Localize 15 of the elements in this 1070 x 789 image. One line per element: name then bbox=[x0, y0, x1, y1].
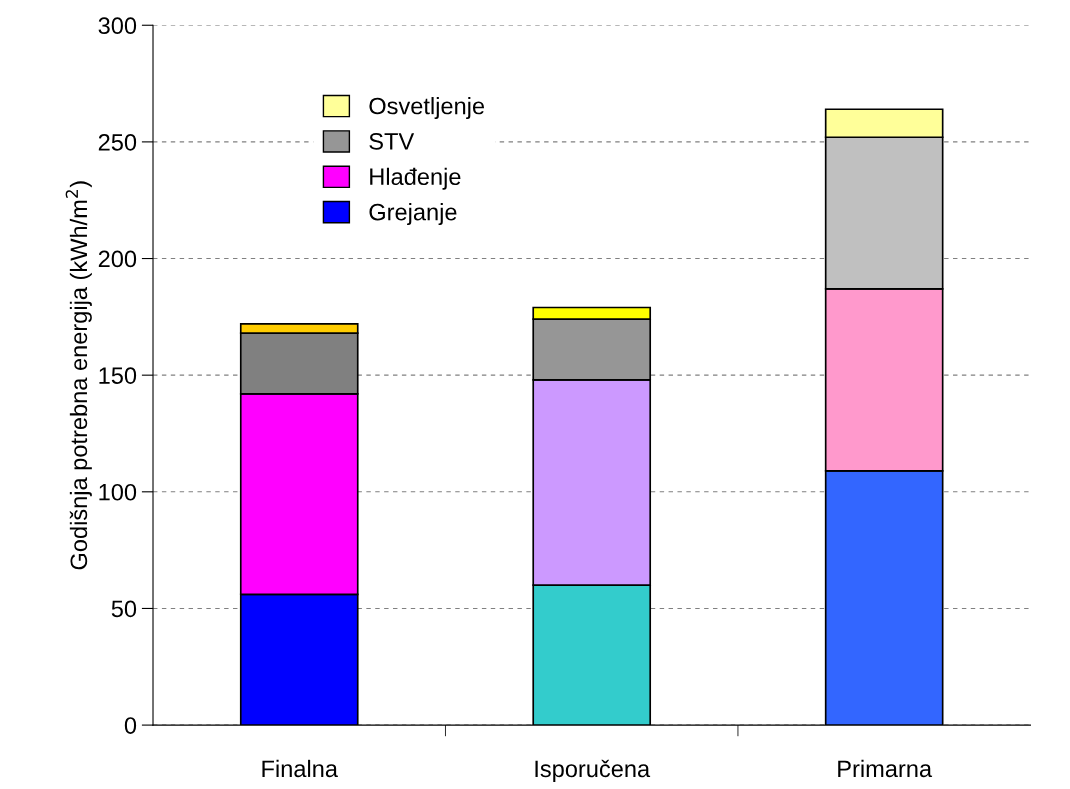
y-tick-label: 250 bbox=[98, 133, 137, 151]
x-tick-label: Isporučena bbox=[535, 759, 651, 782]
legend-label: Osvetljenje bbox=[369, 97, 485, 120]
y-tick-label: 200 bbox=[98, 250, 137, 268]
legend-label: Hlađenje bbox=[370, 167, 461, 190]
y-tick-label: 0 bbox=[124, 717, 137, 734]
x-tick-label: Finalna bbox=[262, 759, 338, 778]
y-tick-label: 300 bbox=[98, 17, 137, 35]
y-tick-label: 100 bbox=[99, 483, 137, 501]
legend-label: STV bbox=[369, 133, 415, 150]
y-tick-label: 150 bbox=[99, 367, 137, 384]
x-tick-label: Primarna bbox=[838, 759, 933, 778]
legend-label: Grejanje bbox=[369, 203, 457, 226]
y-axis-title: Godišnja potrebna energija (kWh/m$^{2}$) bbox=[65, 181, 92, 570]
y-tick-label: 50 bbox=[111, 600, 137, 618]
